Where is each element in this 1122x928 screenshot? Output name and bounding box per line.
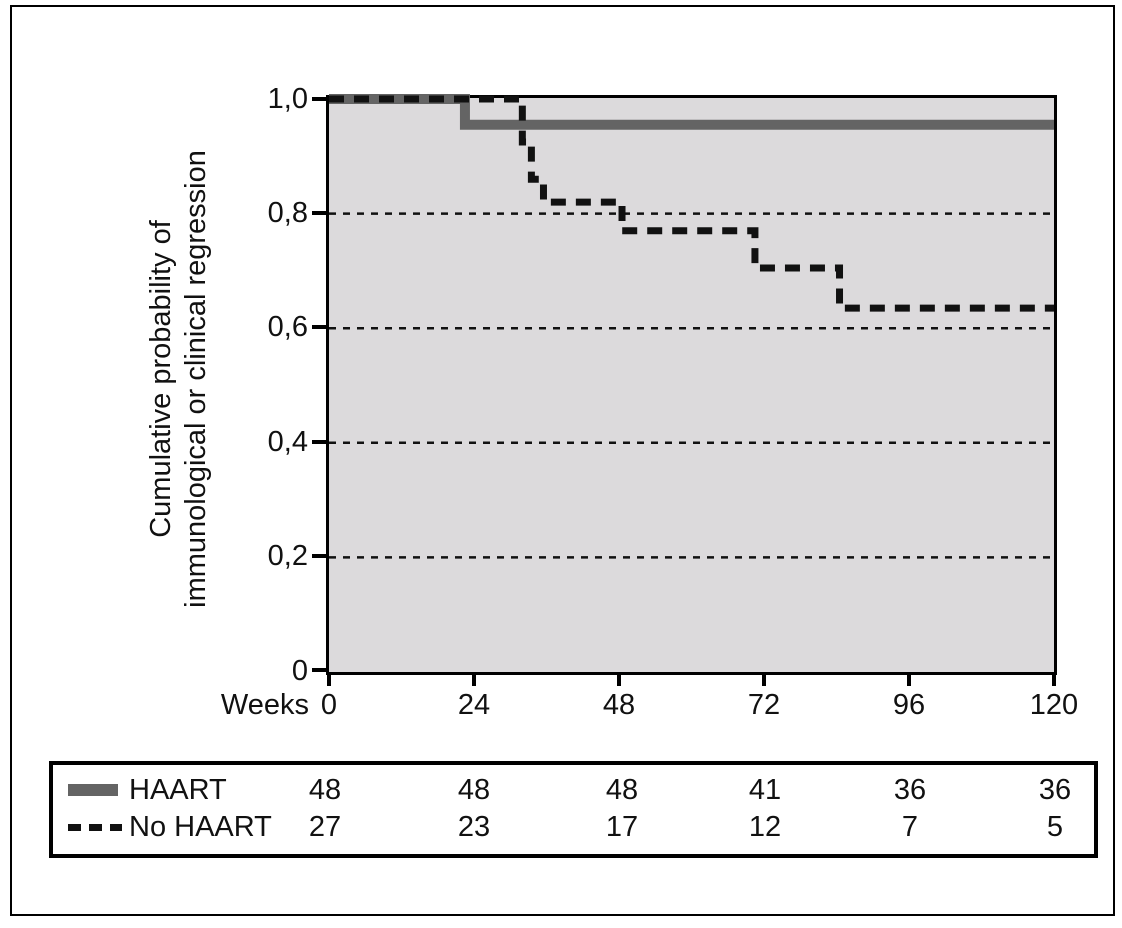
risk-value: 27 xyxy=(308,811,342,843)
risk-table: HAART 48 48 48 41 36 36 No HAART 27 23 1… xyxy=(49,761,1098,858)
risk-value: 36 xyxy=(1038,774,1072,806)
x-tick-label-48: 48 xyxy=(602,689,636,721)
risk-value: 7 xyxy=(901,811,919,843)
y-tick-label-0: 0 xyxy=(291,655,308,687)
series-no-haart xyxy=(329,95,1054,312)
x-tick-mark xyxy=(1052,672,1056,686)
y-tick-mark xyxy=(312,325,329,329)
y-tick-label-0.8: 0,8 xyxy=(267,197,308,229)
risk-row-label: HAART xyxy=(129,774,227,806)
y-tick-mark xyxy=(312,211,329,215)
x-tick-label-72: 72 xyxy=(747,689,781,721)
y-axis-title-line1: Cumulative probability of xyxy=(145,220,177,538)
x-tick-label-120: 120 xyxy=(1029,689,1079,721)
series-haart xyxy=(329,94,1054,130)
y-axis-title: Cumulative probability of immunological … xyxy=(144,97,214,661)
x-tick-label-0: 0 xyxy=(320,689,338,721)
risk-value: 5 xyxy=(1046,811,1064,843)
risk-value: 12 xyxy=(748,811,782,843)
risk-value: 41 xyxy=(748,774,782,806)
y-tick-label-0.6: 0,6 xyxy=(267,311,308,343)
risk-table-row-no-haart: No HAART 27 23 17 12 7 5 xyxy=(53,808,1094,846)
x-tick-label-24: 24 xyxy=(457,689,491,721)
y-tick-mark xyxy=(312,668,329,672)
risk-table-row-haart: HAART 48 48 48 41 36 36 xyxy=(53,771,1094,809)
x-tick-mark xyxy=(907,672,911,686)
x-tick-mark xyxy=(617,672,621,686)
y-tick-label-0.4: 0,4 xyxy=(267,426,308,458)
x-tick-label-96: 96 xyxy=(892,689,926,721)
risk-value: 23 xyxy=(457,811,491,843)
plot-area xyxy=(326,94,1057,675)
y-tick-mark xyxy=(312,440,329,444)
haart-line-swatch-icon xyxy=(68,784,118,796)
y-tick-mark xyxy=(312,554,329,558)
figure-frame: Cumulative probability of immunological … xyxy=(10,5,1115,916)
x-tick-mark xyxy=(472,672,476,686)
y-tick-label-0.2: 0,2 xyxy=(267,540,308,572)
risk-value: 48 xyxy=(457,774,491,806)
y-axis-title-line2: immunological or clinical regression xyxy=(180,150,212,608)
x-axis-label: Weeks xyxy=(220,689,309,721)
risk-value: 36 xyxy=(893,774,927,806)
risk-row-label: No HAART xyxy=(129,811,272,843)
x-tick-mark xyxy=(327,672,331,686)
x-tick-mark xyxy=(762,672,766,686)
y-tick-mark xyxy=(312,97,329,101)
risk-value: 48 xyxy=(605,774,639,806)
kaplan-meier-chart xyxy=(329,94,1054,559)
risk-value: 17 xyxy=(605,811,639,843)
risk-value: 48 xyxy=(308,774,342,806)
y-tick-label-1.0: 1,0 xyxy=(267,83,308,115)
no-haart-dashed-swatch-icon xyxy=(68,824,122,831)
